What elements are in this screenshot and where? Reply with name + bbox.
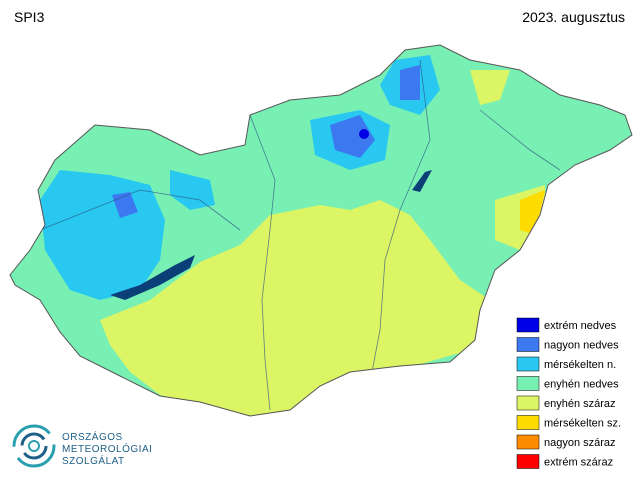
lake-balaton [110, 255, 195, 300]
logo-text: ORSZÁGOS [62, 430, 123, 443]
legend-swatch [516, 337, 540, 352]
region [170, 170, 215, 210]
legend-swatch [516, 317, 540, 333]
legend-swatch [516, 454, 540, 469]
legend-label: nagyon nedves [544, 340, 619, 352]
lake-tisza [412, 170, 432, 192]
legend-label: mérsékelten n. [544, 359, 616, 371]
legend-label: nagyon száraz [544, 437, 616, 449]
region [400, 65, 420, 100]
region [520, 190, 545, 235]
legend-label: mérsékelten sz. [544, 418, 621, 430]
region [470, 70, 510, 105]
legend-swatch [516, 434, 540, 450]
country [9, 44, 633, 417]
legend-swatch [516, 395, 540, 411]
legend-swatch [516, 356, 540, 372]
region [359, 129, 369, 139]
region [330, 115, 375, 158]
logo: ORSZÁGOS METEOROLÓGIAI SZOLGÁLAT [12, 424, 152, 468]
legend-label: enyhén száraz [544, 398, 616, 410]
legend-label: enyhén nedves [544, 379, 619, 391]
legend-label: extrém száraz [544, 457, 613, 469]
legend-swatch [516, 415, 540, 430]
legend-label: extrém nedves [544, 320, 617, 332]
logo-text: SZOLGÁLAT [62, 454, 125, 467]
logo-text: METEOROLÓGIAI [62, 442, 152, 455]
legend: extrém nedves nagyon nedves mérsékelten n.… [516, 317, 621, 469]
map-date: 2023. augusztus [522, 9, 625, 25]
legend-swatch [516, 376, 540, 391]
region [100, 200, 490, 416]
map-title: SPI3 [14, 9, 45, 25]
